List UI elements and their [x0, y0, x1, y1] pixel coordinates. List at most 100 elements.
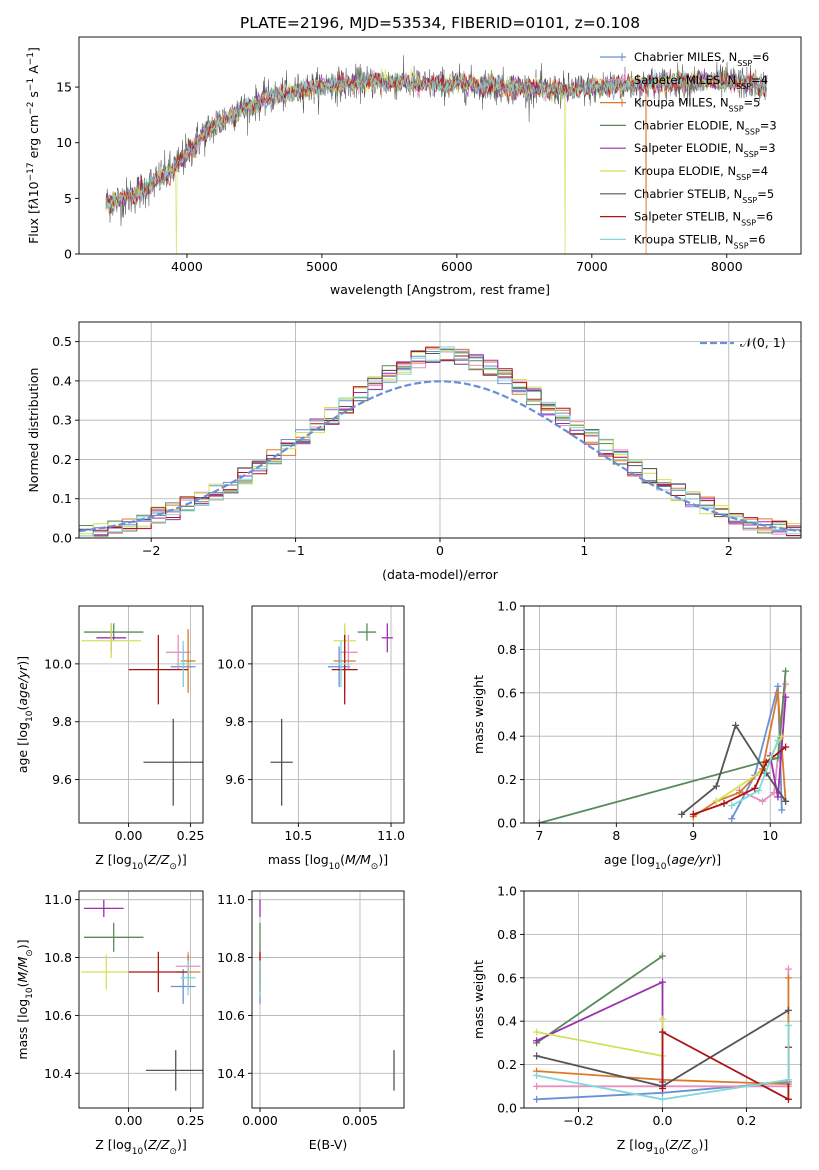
- y-tick-label: 11.0: [44, 892, 72, 907]
- mass_vs_ebv-panel: 0.000 0.005 10.4 10.6 10.8 11.0 E(B-V): [217, 890, 405, 1152]
- mass_vs_Z-plot-area: [81, 899, 203, 1091]
- mass_vs_Z-frame: [78, 890, 204, 1109]
- y-tick-label: 0.2: [52, 452, 72, 467]
- x-tick-label: −1: [286, 543, 304, 558]
- x-tick-label: 7000: [576, 259, 608, 274]
- age_vs_mass-panel: 10.5 11.0 9.6 9.8 10.0 mass [log10(M/M⊙)]: [217, 605, 405, 872]
- weight-series: [533, 1022, 792, 1103]
- error-bar-point: [145, 1050, 203, 1091]
- y-tick-label: 10.6: [44, 1008, 72, 1023]
- age_vs_mass-frame: [251, 605, 405, 824]
- y-tick-label: 0.6: [497, 685, 517, 700]
- y-tick-label: 10.0: [217, 656, 245, 671]
- x-tick-label: 7: [535, 828, 543, 843]
- legend-entry: 𝒩(0, 1): [740, 335, 786, 350]
- error-bar-point: [329, 640, 353, 688]
- y-tick-label: 0.4: [497, 729, 517, 744]
- spectrum-x-label: wavelength [Angstrom, rest frame]: [330, 282, 550, 297]
- svg-text:mass [log10(M/M⊙)]: mass [log10(M/M⊙)]: [15, 939, 35, 1059]
- svg-text:age [log10(age/yr)]: age [log10(age/yr)]: [15, 656, 35, 773]
- y-tick-label: 1.0: [497, 599, 517, 614]
- age_vs_mass-x-label: mass [log10(M/M⊙)]: [268, 852, 388, 872]
- legend-entry: Chabrier ELODIE, NSSP=3: [634, 118, 777, 136]
- weight-series: [728, 682, 786, 823]
- y-tick-label: 1.0: [497, 884, 517, 899]
- y-tick-label: 10.0: [44, 656, 72, 671]
- legend-entry: Kroupa ELODIE, NSSP=4: [634, 164, 768, 182]
- x-tick-label: 8: [612, 828, 620, 843]
- x-tick-label: 0.25: [177, 828, 205, 843]
- age_vs_Z-y-label: age [log10(age/yr)]: [15, 656, 35, 773]
- y-tick-label: 5: [64, 191, 72, 206]
- spectrum-frame: [78, 36, 802, 255]
- x-tick-label: 0.005: [342, 1113, 378, 1128]
- error-bar-point: [143, 718, 203, 806]
- y-tick-label: 0.8: [497, 642, 517, 657]
- residual-x-label: (data-model)/error: [382, 567, 499, 582]
- legend-entry: Salpeter MILES, NSSP=4: [634, 73, 768, 91]
- x-tick-label: 9: [689, 828, 697, 843]
- error-bar-point: [128, 951, 189, 993]
- weight_vs_age-x-label: age [log10(age/yr)]: [604, 852, 721, 872]
- weight-series: [689, 743, 790, 818]
- spectrum-model-line: [105, 69, 768, 212]
- mass_vs_Z-panel: 0.00 0.25 10.4 10.6 10.8 11.0 Z [log10(Z/Z⊙)] m…: [15, 890, 205, 1157]
- y-tick-label: 0.0: [497, 1101, 517, 1116]
- error-bar-point: [331, 634, 358, 705]
- x-tick-label: 0: [436, 543, 444, 558]
- weight_vs_age-plot-area: [535, 667, 790, 823]
- legend-entry: Salpeter STELIB, NSSP=6: [634, 210, 773, 228]
- x-tick-label: 0.2: [736, 1113, 756, 1128]
- y-tick-label: 9.8: [52, 714, 72, 729]
- legend-entry: Kroupa STELIB, NSSP=6: [634, 232, 765, 250]
- y-tick-label: 9.8: [225, 714, 245, 729]
- y-tick-label: 0.2: [497, 1057, 517, 1072]
- error-bar-point: [357, 623, 377, 641]
- y-tick-label: 10.4: [44, 1066, 72, 1081]
- age_vs_Z-x-label: Z [log10(Z/Z⊙)]: [95, 852, 186, 872]
- y-tick-label: 11.0: [217, 892, 245, 907]
- x-tick-label: 0.000: [242, 1113, 278, 1128]
- residual_hist-panel: −2 −1 0 1 2 0.0 0.1 0.2 0.3 0.4 0.5 𝒩(0, 1) (data-mo…: [26, 321, 802, 582]
- x-tick-label: 11.0: [377, 828, 405, 843]
- weight-series: [728, 737, 782, 810]
- y-tick-label: 10.6: [217, 1008, 245, 1023]
- spectrum-plot-area: [105, 55, 768, 254]
- x-tick-label: 10: [762, 828, 778, 843]
- weight-series: [533, 1015, 666, 1060]
- error-bar-point: [83, 922, 144, 952]
- x-tick-label: 0.0: [653, 1113, 673, 1128]
- weight_vs_Z-x-label: Z [log10(Z/Z⊙)]: [617, 1137, 708, 1157]
- weight_vs_Z-plot-area: [533, 952, 792, 1103]
- spectrum-y-label: Flux [fλ10−17 erg cm−2 s−1 A−1]: [26, 47, 41, 244]
- x-tick-label: 0.00: [115, 828, 143, 843]
- x-tick-label: 1: [580, 543, 588, 558]
- y-tick-label: 0.6: [497, 970, 517, 985]
- legend-entry: Chabrier MILES, NSSP=6: [634, 50, 769, 68]
- age_vs_Z-plot-area: [81, 623, 203, 806]
- x-tick-label: 6000: [441, 259, 473, 274]
- y-tick-label: 10.8: [217, 950, 245, 965]
- weight_vs_age-frame: [523, 605, 802, 824]
- x-tick-label: −2: [142, 543, 160, 558]
- legend-entry: Chabrier STELIB, NSSP=5: [634, 187, 774, 205]
- mass_vs_ebv-plot-area: [259, 899, 395, 1091]
- spectrum-panel: 4000 5000 6000 7000 8000 0 5 10 15 wavelength [An…: [26, 36, 802, 297]
- y-tick-label: 9.6: [225, 772, 245, 787]
- normal-curve: [79, 380, 801, 533]
- x-tick-label: −0.2: [563, 1113, 593, 1128]
- spectrum-legend: Chabrier MILES, NSSP=6 Salpeter MILES, NS…: [600, 50, 777, 250]
- error-bar-point: [381, 623, 393, 653]
- y-tick-label: 0.4: [497, 1014, 517, 1029]
- error-bar-point: [175, 640, 191, 688]
- weight_vs_Z-y-label: mass weight: [471, 960, 486, 1039]
- figure-title: PLATE=2196, MJD=53534, FIBERID=0101, z=0…: [240, 14, 640, 32]
- weight_vs_Z-panel: −0.2 0.0 0.2 0.0 0.2 0.4 0.6 0.8 1.0 Z [log10(Z/Z…: [471, 884, 802, 1157]
- weight-series: [535, 667, 790, 823]
- y-tick-label: 9.6: [52, 772, 72, 787]
- age_vs_Z-frame: [78, 605, 204, 824]
- y-tick-label: 0.4: [52, 373, 72, 388]
- mass_vs_ebv-frame: [251, 890, 405, 1109]
